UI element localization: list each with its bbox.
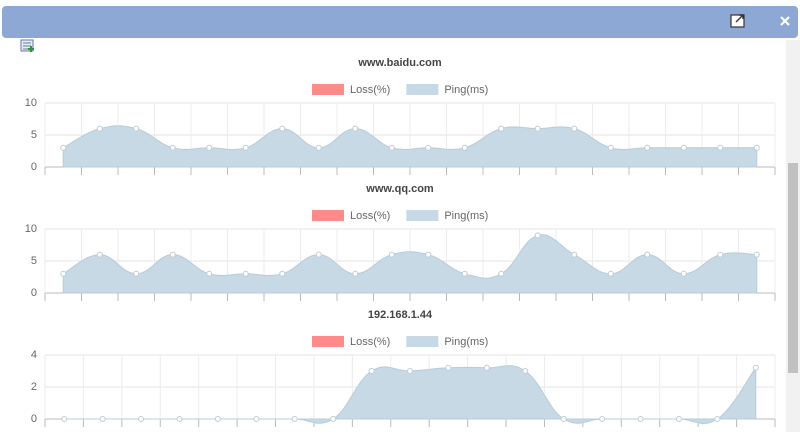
chart-title: www.baidu.com — [357, 57, 442, 69]
data-point — [368, 368, 375, 374]
data-point — [176, 416, 183, 422]
legend-swatch — [312, 336, 344, 347]
data-point — [498, 125, 505, 132]
data-point — [60, 270, 67, 277]
data-point — [279, 270, 286, 277]
data-point — [522, 368, 529, 374]
data-point — [352, 125, 359, 132]
data-point — [571, 251, 578, 258]
data-point — [388, 144, 395, 151]
data-point — [133, 125, 140, 132]
data-point — [599, 416, 606, 422]
y-tick-label: 5 — [31, 255, 37, 267]
data-point — [99, 416, 106, 422]
data-point — [675, 416, 682, 422]
data-point — [60, 144, 67, 151]
data-point — [96, 125, 103, 132]
legend-swatch — [406, 210, 439, 221]
data-point — [242, 144, 249, 151]
data-point — [607, 270, 614, 277]
data-point — [461, 270, 468, 277]
data-point — [133, 270, 140, 277]
data-point — [425, 144, 432, 151]
add-icon[interactable] — [20, 39, 34, 52]
header-bar — [2, 6, 798, 38]
data-point — [242, 270, 249, 277]
y-tick-label: 0 — [31, 413, 37, 425]
data-point — [571, 125, 578, 132]
legend-label: Loss(%) — [350, 84, 390, 96]
data-point — [717, 251, 724, 258]
legend-label: Ping(ms) — [444, 210, 488, 222]
data-point — [169, 144, 176, 151]
data-point — [169, 251, 176, 258]
data-point — [753, 144, 760, 151]
data-point — [714, 416, 721, 422]
data-point — [279, 125, 286, 132]
data-point — [717, 144, 724, 151]
data-point — [61, 416, 68, 422]
legend-label: Ping(ms) — [444, 84, 488, 96]
data-point — [206, 270, 213, 277]
chart-title: www.qq.com — [365, 183, 434, 195]
data-point — [96, 251, 103, 258]
data-point — [753, 251, 760, 258]
legend-label: Loss(%) — [350, 210, 390, 222]
y-tick-label: 10 — [25, 223, 37, 235]
data-point — [680, 270, 687, 277]
data-point — [644, 251, 651, 258]
data-point — [498, 270, 505, 277]
data-point — [637, 416, 644, 422]
legend-swatch — [406, 84, 439, 95]
legend-swatch — [312, 210, 344, 221]
data-point — [253, 416, 260, 422]
y-tick-label: 4 — [31, 349, 37, 361]
data-point — [352, 270, 359, 277]
y-tick-label: 0 — [31, 287, 37, 299]
data-point — [330, 416, 337, 422]
data-point — [461, 144, 468, 151]
data-point — [315, 251, 322, 258]
data-point — [445, 364, 452, 371]
data-point — [315, 144, 322, 151]
y-tick-label: 2 — [31, 381, 37, 393]
data-point — [680, 144, 687, 151]
popout-button[interactable] — [730, 14, 745, 28]
data-point — [138, 416, 145, 422]
close-button[interactable] — [780, 16, 790, 26]
data-point — [752, 364, 759, 371]
y-tick-label: 10 — [25, 97, 37, 109]
y-tick-label: 5 — [31, 129, 37, 141]
scrollbar-thumb[interactable] — [788, 163, 798, 373]
data-point — [388, 251, 395, 258]
data-point — [291, 416, 298, 422]
data-point — [407, 368, 413, 374]
legend-label: Ping(ms) — [444, 336, 488, 348]
chart-title: 192.168.1.44 — [368, 309, 433, 321]
data-point — [206, 144, 213, 151]
data-point — [534, 232, 541, 239]
data-point — [483, 364, 490, 371]
data-point — [607, 144, 614, 151]
legend-swatch — [406, 336, 439, 347]
legend-label: Loss(%) — [350, 336, 390, 348]
data-point — [214, 416, 221, 422]
data-point — [560, 416, 567, 422]
data-point — [534, 125, 541, 132]
data-point — [425, 251, 432, 258]
data-point — [644, 144, 651, 151]
y-tick-label: 0 — [31, 161, 37, 173]
legend-swatch — [312, 84, 344, 95]
